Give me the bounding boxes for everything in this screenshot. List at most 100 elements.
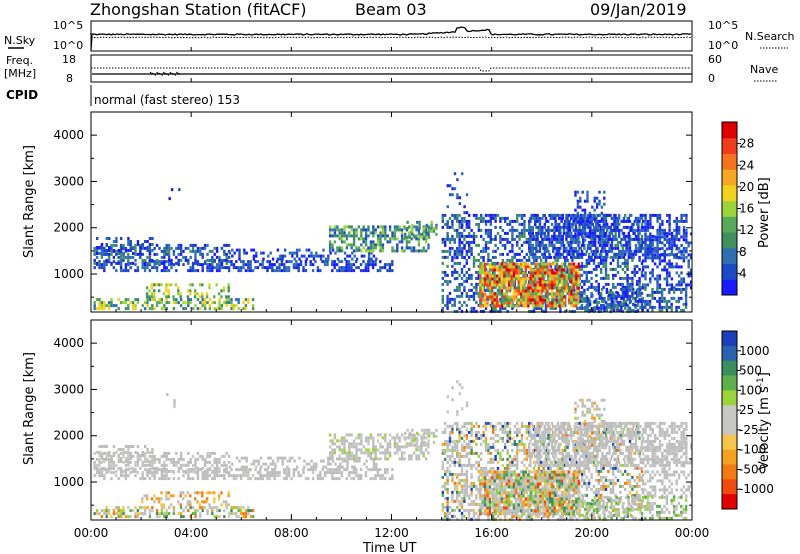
velocity-cell bbox=[343, 439, 346, 443]
power-cell bbox=[586, 246, 590, 250]
power-cell bbox=[603, 196, 606, 200]
power-cell bbox=[658, 253, 662, 257]
power-cell bbox=[595, 202, 599, 206]
velocity-cell bbox=[124, 477, 128, 481]
power-cell bbox=[574, 225, 578, 229]
velocity-cell bbox=[215, 466, 219, 470]
power-cell bbox=[472, 309, 476, 313]
velocity-cell bbox=[223, 474, 226, 478]
power-cell bbox=[93, 249, 96, 253]
power-cell bbox=[538, 246, 542, 250]
velocity-cell bbox=[172, 457, 176, 461]
power-cell bbox=[134, 249, 137, 253]
velocity-cell bbox=[151, 474, 154, 478]
power-cell bbox=[218, 258, 221, 262]
velocity-cell bbox=[211, 469, 214, 473]
velocity-cell bbox=[247, 474, 250, 478]
power-cell bbox=[586, 196, 589, 200]
velocity-cell bbox=[350, 433, 353, 437]
power-cell bbox=[626, 294, 629, 298]
power-cell bbox=[531, 280, 535, 284]
power-cell bbox=[472, 258, 476, 262]
power-cell bbox=[616, 300, 620, 304]
power-cell bbox=[441, 240, 444, 244]
velocity-cell bbox=[283, 477, 286, 481]
power-cell bbox=[432, 226, 436, 230]
power-cell bbox=[668, 225, 671, 229]
velocity-cell bbox=[98, 512, 101, 516]
power-cell bbox=[172, 298, 176, 302]
power-cell bbox=[670, 262, 674, 266]
power-cell bbox=[546, 237, 549, 241]
power-cell bbox=[642, 225, 645, 229]
power-cell bbox=[160, 249, 164, 253]
power-cell bbox=[634, 252, 638, 256]
power-cell bbox=[456, 276, 459, 280]
power-cell bbox=[644, 277, 647, 281]
velocity-cell bbox=[127, 515, 130, 519]
power-cell bbox=[362, 237, 365, 241]
power-cell bbox=[656, 256, 659, 260]
power-cell bbox=[591, 222, 594, 226]
power-cell bbox=[542, 309, 545, 313]
power-cell bbox=[201, 304, 204, 308]
velocity-cell bbox=[338, 471, 341, 475]
power-cell bbox=[238, 248, 241, 252]
power-cell bbox=[660, 296, 664, 300]
noise-panel: N.Sky 10^5 10^0 10^5 10^0 N.Search bbox=[4, 19, 795, 52]
velocity-cell bbox=[134, 451, 137, 454]
power-cell bbox=[153, 252, 156, 256]
power-cell bbox=[625, 243, 628, 247]
power-cell bbox=[268, 266, 272, 270]
velocity-cell bbox=[100, 451, 104, 455]
power-cell bbox=[535, 240, 538, 244]
velocity-cell bbox=[141, 460, 144, 464]
power-cell bbox=[651, 238, 654, 242]
velocity-cell bbox=[388, 445, 392, 449]
power-cell bbox=[479, 304, 482, 308]
power-cell bbox=[668, 271, 671, 275]
power-cell bbox=[465, 276, 468, 280]
power-cell bbox=[203, 260, 207, 264]
velocity-cell bbox=[424, 457, 428, 461]
power-cell bbox=[376, 243, 380, 247]
power-cell bbox=[538, 231, 542, 235]
power-cell bbox=[504, 216, 507, 220]
velocity-cell bbox=[360, 451, 363, 455]
velocity-cell bbox=[336, 457, 339, 461]
velocity-cell bbox=[355, 436, 358, 440]
power-cell bbox=[501, 252, 504, 256]
velocity-cell bbox=[163, 477, 166, 481]
power-cell bbox=[160, 307, 164, 311]
velocity-cell bbox=[299, 474, 303, 478]
velocity-cell bbox=[291, 456, 294, 460]
power-cell bbox=[661, 246, 664, 250]
power-cell bbox=[155, 252, 159, 256]
power-cell bbox=[481, 292, 484, 296]
power-cell bbox=[560, 262, 564, 266]
velocity-cell bbox=[271, 471, 274, 475]
power-cell bbox=[656, 231, 659, 235]
power-cell bbox=[441, 216, 444, 220]
power-cell bbox=[384, 234, 387, 238]
velocity-cell bbox=[335, 477, 339, 481]
velocity-cell bbox=[328, 454, 332, 458]
power-cell bbox=[280, 269, 284, 273]
power-cell bbox=[661, 219, 664, 223]
power-cell bbox=[340, 246, 344, 250]
velocity-cell bbox=[134, 506, 137, 510]
power-cell bbox=[577, 255, 580, 259]
power-cell bbox=[463, 219, 466, 223]
power-cell bbox=[453, 214, 457, 218]
velocity-cell bbox=[223, 469, 226, 473]
power-cell bbox=[179, 304, 183, 308]
power-cell bbox=[487, 234, 490, 238]
power-cell bbox=[472, 213, 476, 217]
power-cell bbox=[477, 228, 480, 232]
velocity-cell bbox=[117, 512, 120, 516]
power-cell bbox=[255, 254, 258, 258]
power-cell bbox=[644, 302, 647, 306]
power-cell bbox=[606, 243, 609, 247]
power-cell bbox=[451, 273, 454, 277]
power-cell bbox=[670, 302, 673, 306]
